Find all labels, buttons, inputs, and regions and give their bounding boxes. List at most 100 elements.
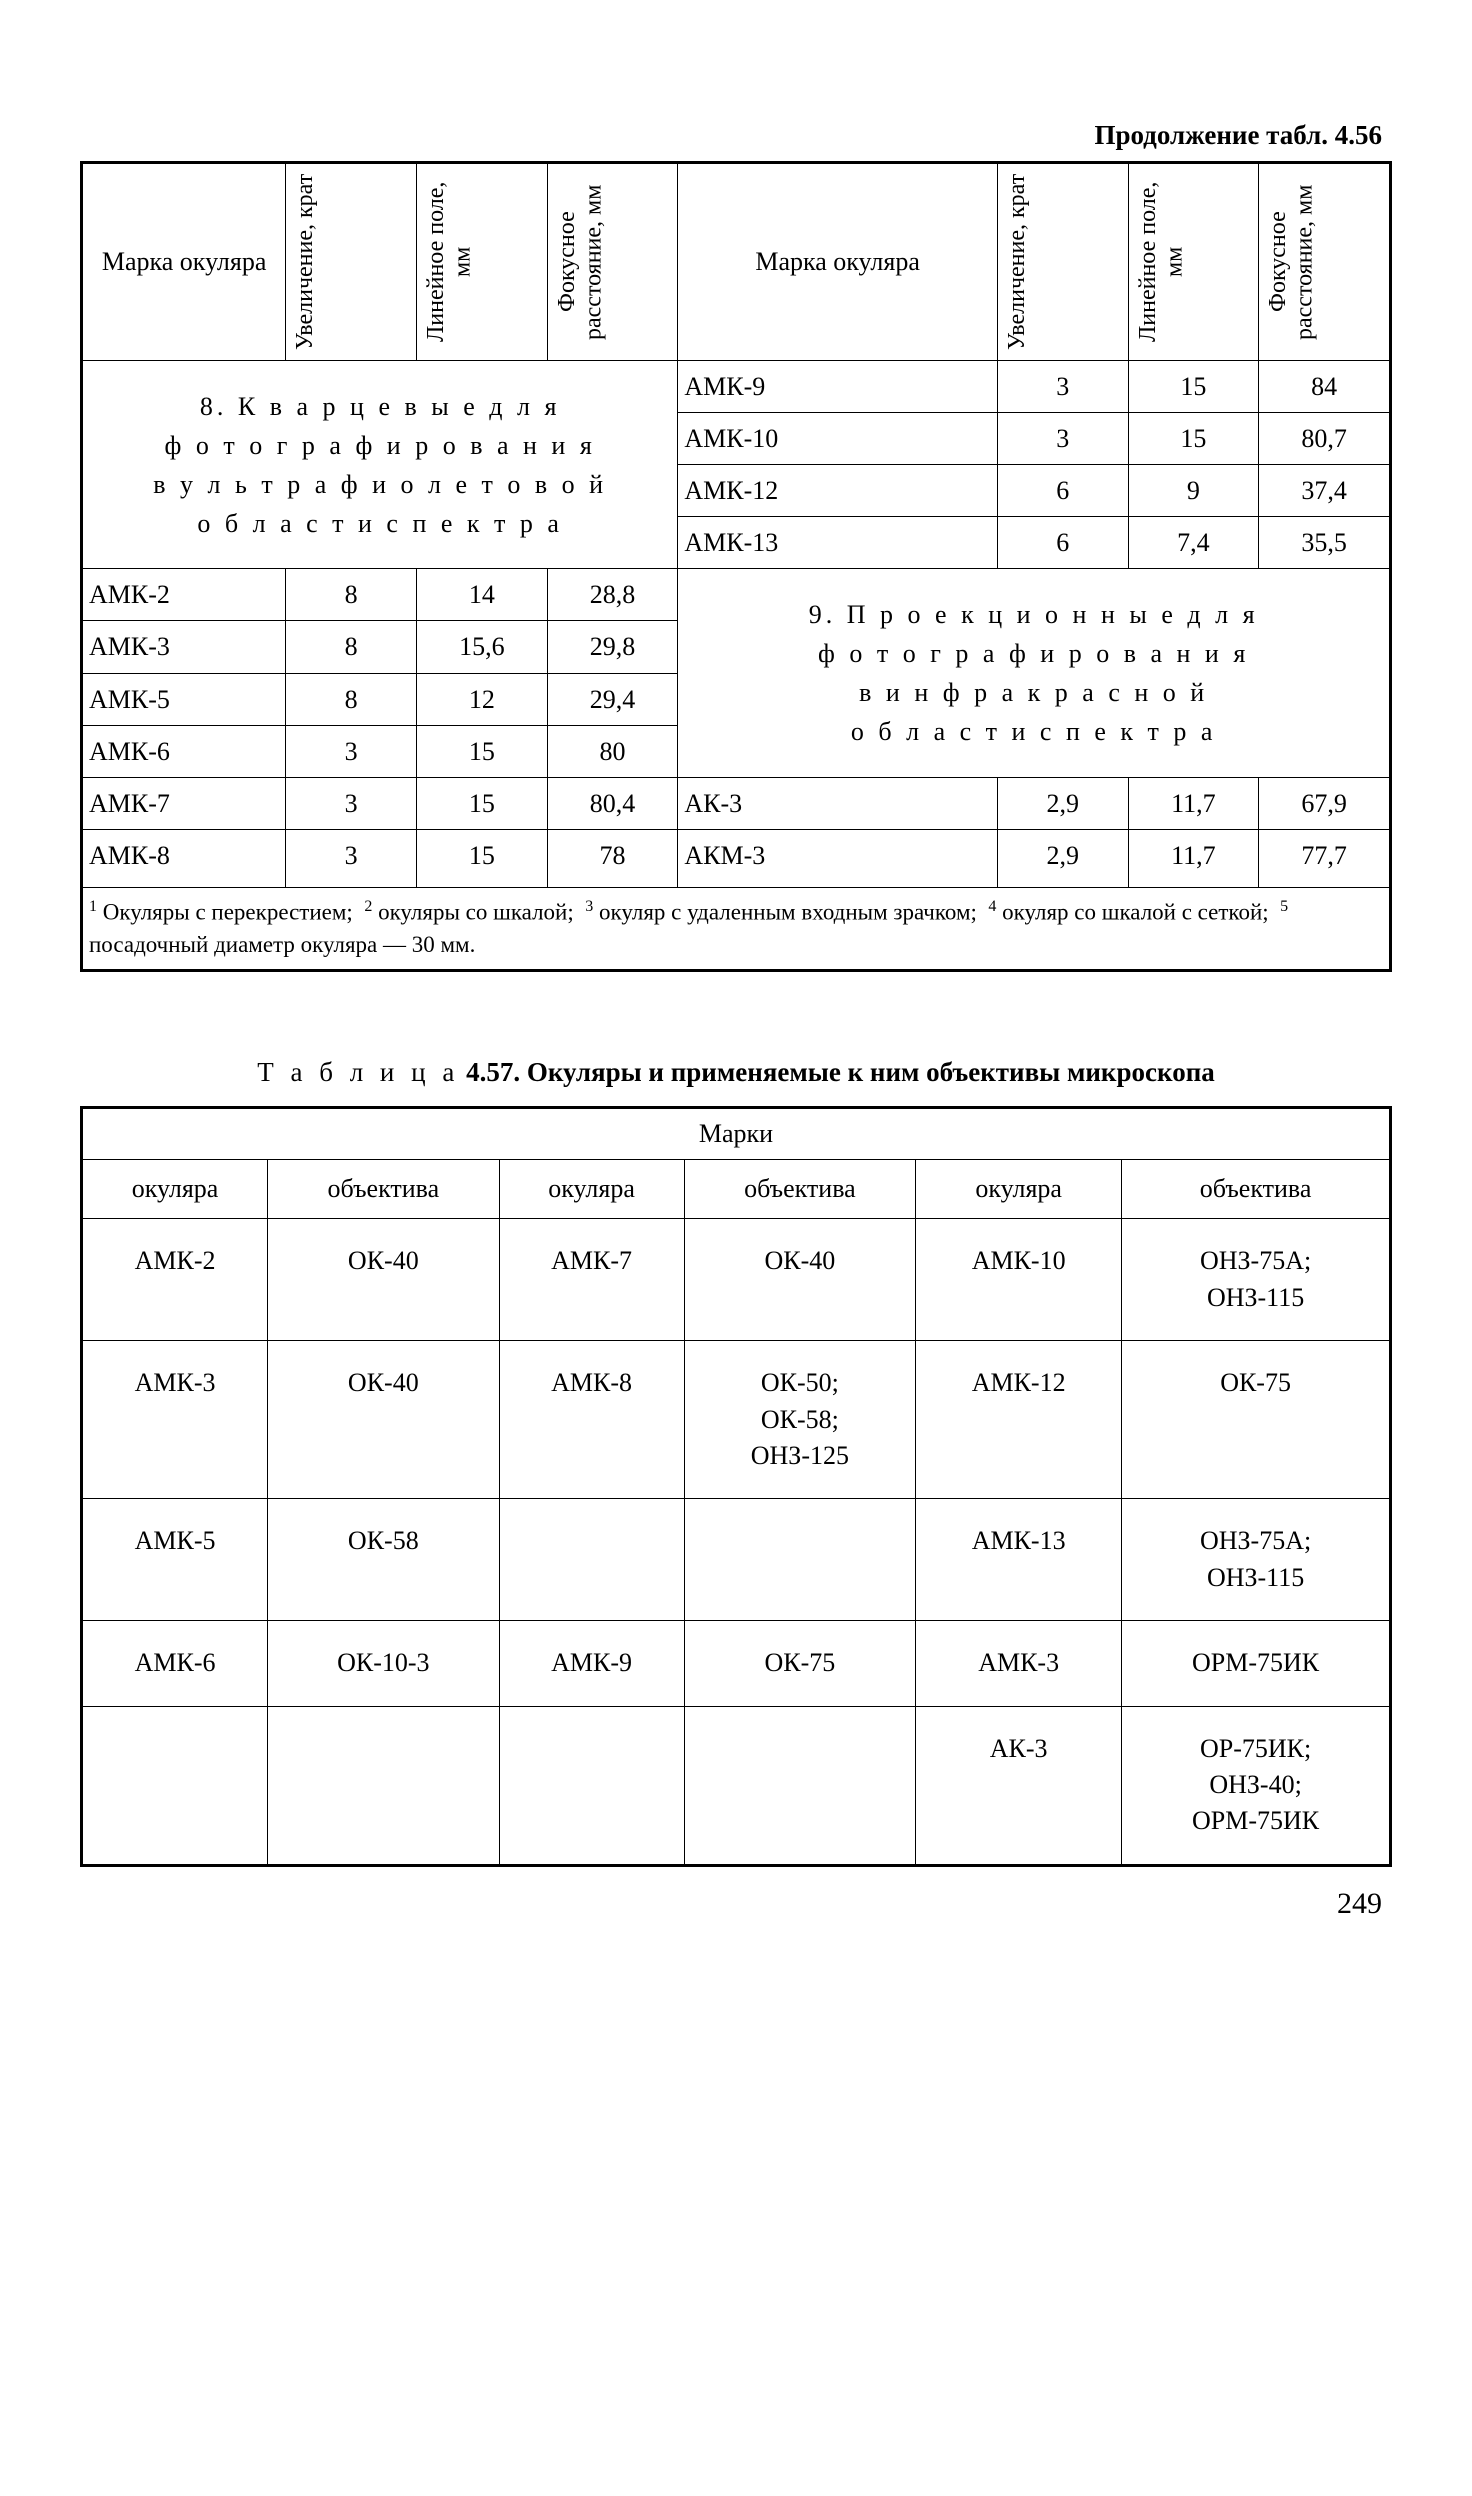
table-cell xyxy=(684,1499,916,1621)
col-mag-right: Увеличение, крат xyxy=(1004,172,1030,352)
table-row: АМК-12 xyxy=(678,465,997,517)
table-cell: ОК-75 xyxy=(684,1621,916,1706)
table-cell: ОК-40 xyxy=(268,1219,500,1341)
table-cell: ОК-75 xyxy=(1122,1341,1390,1499)
table-cell: ОНЗ-75А;ОНЗ-115 xyxy=(1122,1499,1390,1621)
table-row: 29,8 xyxy=(547,621,678,673)
table-row: 7,4 xyxy=(1128,517,1259,569)
col-focal-right: Фокусное расстояние, мм xyxy=(1265,172,1318,352)
table-cell: ОК-40 xyxy=(684,1219,916,1341)
table-row: АКМ-3 xyxy=(678,829,997,887)
table-row: АМК-2 xyxy=(83,569,286,621)
table-457-container: Марки окуляра объектива окуляра объектив… xyxy=(80,1106,1392,1866)
table-row: 15,6 xyxy=(416,621,547,673)
table-row: АМК-10 xyxy=(678,413,997,465)
table-row: 80,4 xyxy=(547,777,678,829)
section-9-heading: 9. П р о е к ц и о н н ы е д л я ф о т о… xyxy=(678,569,1390,777)
table-cell xyxy=(83,1706,268,1864)
table-cell: ОРМ-75ИК xyxy=(1122,1621,1390,1706)
table-row: АМК-2ОК-40АМК-7ОК-40АМК-10ОНЗ-75А;ОНЗ-11… xyxy=(83,1219,1390,1341)
table-row: АМК-5 xyxy=(83,673,286,725)
table-456: Марка окуляра Увеличение, крат Линейное … xyxy=(82,163,1390,970)
table-row: 3 xyxy=(286,829,417,887)
page-number: 249 xyxy=(60,1887,1382,1921)
table-row: 29,4 xyxy=(547,673,678,725)
col-brand-left: Марка окуляра xyxy=(83,164,286,361)
table-row: АМК-9 xyxy=(678,361,997,413)
table-row: 3 xyxy=(997,413,1128,465)
table-cell: АМК-7 xyxy=(499,1219,684,1341)
table-row: 2,9 xyxy=(997,829,1128,887)
col-field-left: Линейное поле, мм xyxy=(423,172,476,352)
col-mag-left: Увеличение, крат xyxy=(292,172,318,352)
table-row: 15 xyxy=(1128,413,1259,465)
col-ocular-1: окуляра xyxy=(83,1160,268,1219)
table-cell xyxy=(499,1706,684,1864)
table-row: АМК-5ОК-58 АМК-13ОНЗ-75А;ОНЗ-115 xyxy=(83,1499,1390,1621)
table-cell: ОР-75ИК;ОНЗ-40;ОРМ-75ИК xyxy=(1122,1706,1390,1864)
table-cell: АМК-2 xyxy=(83,1219,268,1341)
table-cell: АМК-9 xyxy=(499,1621,684,1706)
col-objective-2: объектива xyxy=(684,1160,916,1219)
table-cell xyxy=(499,1499,684,1621)
section-8-heading: 8. К в а р ц е в ы е д л я ф о т о г р а… xyxy=(83,361,678,569)
table-cell: АМК-13 xyxy=(916,1499,1122,1621)
table-457-caption: Т а б л и ц а 4.57. Окуляры и применяемы… xyxy=(60,1052,1412,1093)
table-row: 8 xyxy=(286,569,417,621)
table-row: 15 xyxy=(416,829,547,887)
table-row: 77,7 xyxy=(1259,829,1390,887)
table-cell: ОНЗ-75А;ОНЗ-115 xyxy=(1122,1219,1390,1341)
table-row: 35,5 xyxy=(1259,517,1390,569)
table-cell: АМК-6 xyxy=(83,1621,268,1706)
table-row: 8 xyxy=(286,621,417,673)
table-457-superheader: Марки xyxy=(83,1109,1390,1160)
table-cell: АМК-10 xyxy=(916,1219,1122,1341)
table-row: 14 xyxy=(416,569,547,621)
table-cell xyxy=(268,1706,500,1864)
table-row: 6 xyxy=(997,517,1128,569)
table-cell xyxy=(684,1706,916,1864)
col-ocular-2: окуляра xyxy=(499,1160,684,1219)
table-row: 3 xyxy=(286,777,417,829)
table-continuation-label: Продолжение табл. 4.56 xyxy=(60,120,1412,151)
table-row: 2,9 xyxy=(997,777,1128,829)
table-cell: АМК-12 xyxy=(916,1341,1122,1499)
table-457: Марки окуляра объектива окуляра объектив… xyxy=(82,1108,1390,1864)
table-row: 6 xyxy=(997,465,1128,517)
col-field-right: Линейное поле, мм xyxy=(1135,172,1188,352)
col-focal-left: Фокусное расстояние, мм xyxy=(554,172,607,352)
table-cell: АМК-3 xyxy=(916,1621,1122,1706)
table-row: АМК-6ОК-10-3АМК-9ОК-75АМК-3ОРМ-75ИК xyxy=(83,1621,1390,1706)
table-cell: АМК-5 xyxy=(83,1499,268,1621)
col-brand-right: Марка окуляра xyxy=(678,164,997,361)
table-456-footnotes: 1 Окуляры с перекрестием; 2 окуляры со ш… xyxy=(83,887,1390,969)
col-ocular-3: окуляра xyxy=(916,1160,1122,1219)
table-row: 80,7 xyxy=(1259,413,1390,465)
table-row: 3 xyxy=(997,361,1128,413)
table-row: АК-3 xyxy=(678,777,997,829)
table-456-container: Марка окуляра Увеличение, крат Линейное … xyxy=(80,161,1392,972)
table-row: 15 xyxy=(1128,361,1259,413)
table-cell: АМК-3 xyxy=(83,1341,268,1499)
table-row: 8 xyxy=(286,673,417,725)
table-row: АМК-3 xyxy=(83,621,286,673)
table-cell: АК-3 xyxy=(916,1706,1122,1864)
table-row: АМК-13 xyxy=(678,517,997,569)
col-objective-3: объектива xyxy=(1122,1160,1390,1219)
table-row: 84 xyxy=(1259,361,1390,413)
table-cell: АМК-8 xyxy=(499,1341,684,1499)
table-cell: ОК-58 xyxy=(268,1499,500,1621)
table-row: 9 xyxy=(1128,465,1259,517)
table-row: 78 xyxy=(547,829,678,887)
table-row: 15 xyxy=(416,725,547,777)
table-cell: ОК-50;ОК-58;ОНЗ-125 xyxy=(684,1341,916,1499)
col-objective-1: объектива xyxy=(268,1160,500,1219)
table-row: 28,8 xyxy=(547,569,678,621)
table-row: 12 xyxy=(416,673,547,725)
table-row: 3 xyxy=(286,725,417,777)
table-row: АМК-6 xyxy=(83,725,286,777)
table-row: АМК-7 xyxy=(83,777,286,829)
table-row: 15 xyxy=(416,777,547,829)
table-row: АМК-3ОК-40АМК-8ОК-50;ОК-58;ОНЗ-125АМК-12… xyxy=(83,1341,1390,1499)
table-row: АК-3ОР-75ИК;ОНЗ-40;ОРМ-75ИК xyxy=(83,1706,1390,1864)
